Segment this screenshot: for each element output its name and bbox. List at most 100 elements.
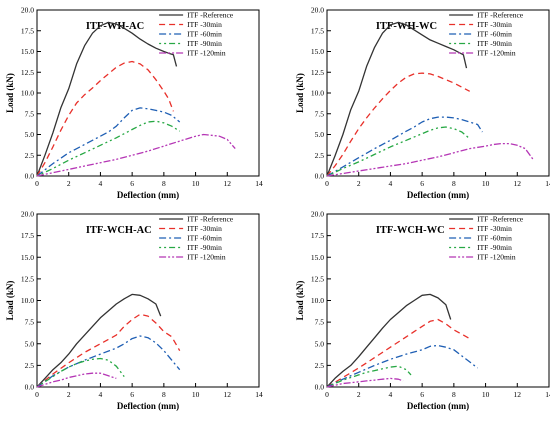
series-line-itf-reference bbox=[326, 21, 468, 177]
series-line-itf-30min bbox=[326, 72, 470, 177]
series-line-itf-reference bbox=[36, 293, 162, 388]
legend-label: ITF -90min bbox=[477, 39, 512, 48]
legend-label: ITF -120min bbox=[477, 253, 516, 262]
y-tick-label: 5.0 bbox=[25, 130, 35, 139]
plot-frame bbox=[326, 9, 550, 177]
y-tick-label: 15.0 bbox=[21, 47, 34, 56]
legend-label: ITF -Reference bbox=[477, 215, 524, 224]
y-tick-label: 15.0 bbox=[311, 47, 324, 56]
series-line-itf-60min bbox=[326, 116, 483, 177]
x-tick-label: 0 bbox=[35, 179, 39, 188]
series-line-itf-30min bbox=[36, 60, 175, 177]
x-tick-label: 14 bbox=[545, 390, 550, 399]
series-line-itf-60min bbox=[36, 335, 181, 388]
y-tick-label: 7.5 bbox=[315, 318, 325, 327]
y-axis-label: Load (kN) bbox=[5, 73, 15, 113]
chart-title: ITF-WCH-WC bbox=[376, 225, 445, 236]
legend-label: ITF -Reference bbox=[187, 11, 234, 20]
y-tick-label: 17.5 bbox=[311, 26, 324, 35]
x-axis-label: Deflection (mm) bbox=[117, 190, 179, 200]
x-tick-label: 6 bbox=[130, 390, 134, 399]
x-tick-label: 6 bbox=[420, 390, 424, 399]
y-axis-label: Load (kN) bbox=[5, 281, 15, 321]
y-tick-label: 12.5 bbox=[311, 274, 324, 283]
y-tick-label: 15.0 bbox=[311, 253, 324, 262]
y-tick-label: 2.5 bbox=[25, 361, 35, 370]
y-tick-label: 17.5 bbox=[21, 231, 34, 240]
y-tick-label: 20.0 bbox=[21, 6, 34, 15]
y-tick-label: 12.5 bbox=[311, 68, 324, 77]
x-tick-label: 2 bbox=[357, 179, 361, 188]
legend-label: ITF -60min bbox=[477, 30, 512, 39]
x-tick-label: 0 bbox=[325, 179, 329, 188]
legend-label: ITF -Reference bbox=[477, 11, 524, 20]
y-axis-label: Load (kN) bbox=[295, 281, 305, 321]
y-tick-label: 20.0 bbox=[311, 6, 324, 15]
x-tick-label: 8 bbox=[162, 390, 166, 399]
y-tick-label: 10.0 bbox=[311, 296, 324, 305]
y-tick-label: 10.0 bbox=[311, 89, 324, 98]
series-line-itf-60min bbox=[326, 344, 478, 388]
legend-label: ITF -Reference bbox=[187, 215, 234, 224]
legend-label: ITF -60min bbox=[187, 30, 222, 39]
y-tick-label: 5.0 bbox=[25, 339, 35, 348]
x-tick-label: 12 bbox=[514, 390, 522, 399]
y-tick-label: 5.0 bbox=[315, 130, 325, 139]
x-tick-label: 10 bbox=[192, 390, 200, 399]
y-tick-label: 2.5 bbox=[25, 151, 35, 160]
legend-label: ITF -60min bbox=[477, 234, 512, 243]
legend-label: ITF -120min bbox=[477, 49, 516, 58]
legend-label: ITF -90min bbox=[187, 243, 222, 252]
y-tick-label: 15.0 bbox=[21, 253, 34, 262]
y-tick-label: 7.5 bbox=[315, 109, 325, 118]
x-tick-label: 8 bbox=[452, 179, 456, 188]
x-tick-label: 10 bbox=[192, 179, 200, 188]
x-tick-label: 2 bbox=[357, 390, 361, 399]
legend-label: ITF -90min bbox=[187, 39, 222, 48]
series-line-itf-60min bbox=[36, 107, 181, 177]
x-tick-label: 4 bbox=[389, 179, 393, 188]
legend-label: ITF -90min bbox=[477, 243, 512, 252]
series-line-itf-120min bbox=[326, 377, 404, 388]
series-line-itf-90min bbox=[326, 126, 471, 177]
chart-panel-itf-wch-ac: 0 2 4 6 8 10 12 14 0.0 2.5 5.0 7.5 10.0 12.5 15.0 17.5 2… bbox=[5, 210, 263, 412]
y-tick-label: 0.0 bbox=[315, 383, 325, 392]
legend-label: ITF -30min bbox=[187, 224, 222, 233]
y-tick-label: 5.0 bbox=[315, 339, 325, 348]
x-tick-label: 12 bbox=[224, 390, 232, 399]
legend-label: ITF -60min bbox=[187, 234, 222, 243]
x-tick-label: 0 bbox=[325, 390, 329, 399]
chart-title: ITF-WH-WC bbox=[376, 21, 437, 32]
y-tick-label: 2.5 bbox=[315, 151, 325, 160]
legend-label: ITF -30min bbox=[187, 20, 222, 29]
x-tick-label: 4 bbox=[389, 390, 393, 399]
x-tick-label: 4 bbox=[99, 179, 103, 188]
y-tick-label: 0.0 bbox=[25, 172, 35, 181]
series-line-itf-30min bbox=[326, 318, 471, 388]
plot-frame bbox=[36, 9, 260, 177]
x-tick-label: 0 bbox=[35, 390, 39, 399]
x-tick-label: 6 bbox=[130, 179, 134, 188]
y-tick-label: 7.5 bbox=[25, 318, 35, 327]
y-tick-label: 12.5 bbox=[21, 68, 34, 77]
y-tick-label: 0.0 bbox=[25, 383, 35, 392]
x-tick-label: 12 bbox=[224, 179, 232, 188]
x-tick-label: 14 bbox=[545, 179, 550, 188]
x-axis-label: Deflection (mm) bbox=[407, 401, 469, 411]
x-tick-label: 8 bbox=[452, 390, 456, 399]
x-tick-label: 10 bbox=[482, 390, 490, 399]
series-line-itf-120min bbox=[36, 133, 236, 177]
series-line-itf-reference bbox=[36, 21, 178, 177]
y-tick-label: 20.0 bbox=[21, 210, 34, 219]
x-tick-label: 8 bbox=[162, 179, 166, 188]
x-tick-label: 2 bbox=[67, 179, 71, 188]
chart-panel-itf-wh-ac: 0 2 4 6 8 10 12 14 0.0 2.5 5.0 7.5 10.0 12.5 15.0 17.5 2… bbox=[5, 6, 263, 201]
x-axis-label: Deflection (mm) bbox=[117, 401, 179, 411]
chart-title: ITF-WH-AC bbox=[86, 21, 144, 32]
y-tick-label: 17.5 bbox=[21, 26, 34, 35]
